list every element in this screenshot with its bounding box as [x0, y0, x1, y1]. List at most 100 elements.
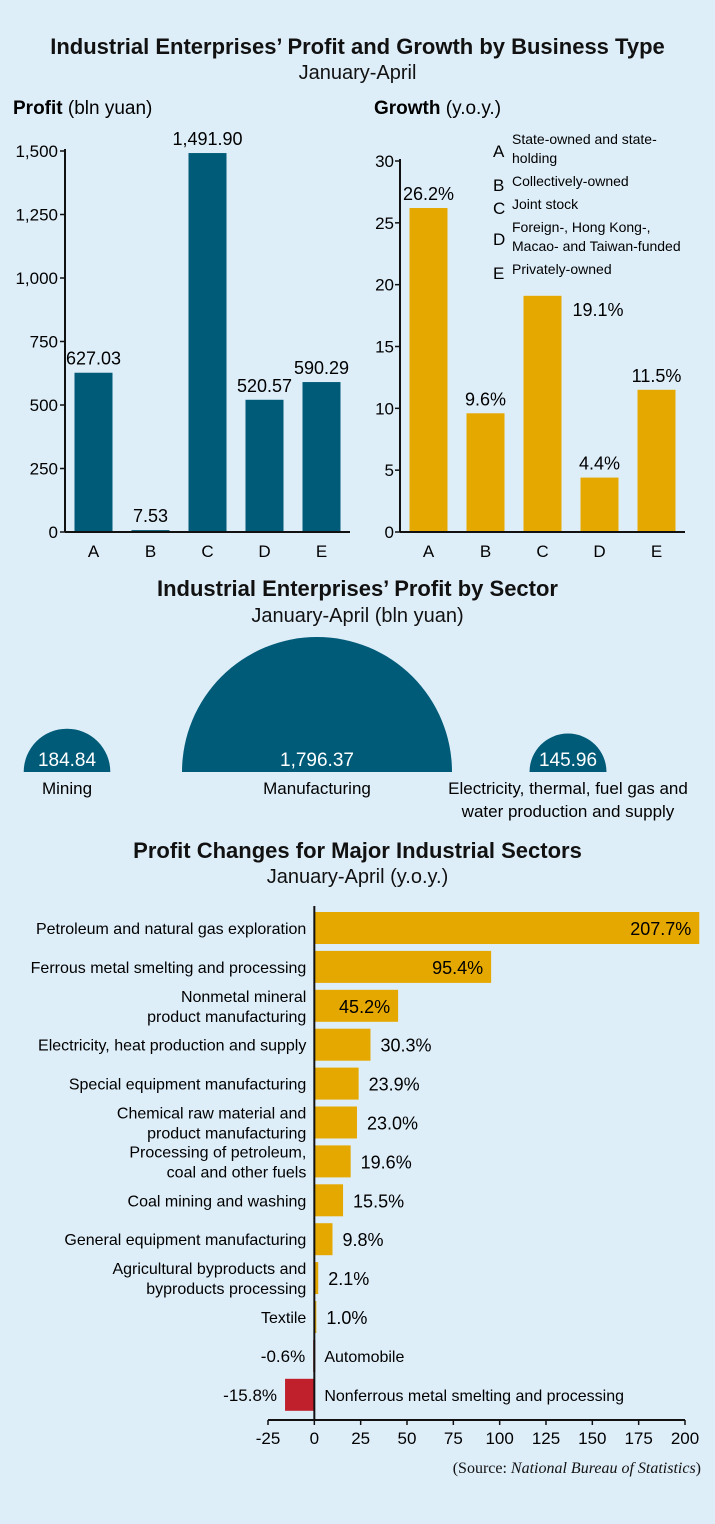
legend-entry-b: Collectively-owned: [512, 173, 629, 189]
x-tick-label: 75: [444, 1429, 463, 1448]
data-label: 1,491.90: [172, 129, 242, 149]
changes-subtitle: January-April (y.o.y.): [266, 866, 449, 888]
legend-key-c: C: [493, 199, 505, 218]
y-tick-label: 25: [375, 214, 394, 233]
data-label: 7.53: [133, 506, 168, 526]
change-bar: [314, 1223, 333, 1256]
bar-e: [637, 389, 676, 532]
x-tick-label: D: [258, 542, 270, 561]
legend-entry-a: State-owned and state-: [512, 131, 657, 147]
bar-c: [523, 295, 562, 532]
y-axis-label-unit: (y.o.y.): [441, 98, 502, 119]
sector-value-label: 184.84: [38, 750, 97, 771]
x-tick-label: D: [593, 542, 605, 561]
bar-c: [188, 153, 227, 532]
data-label: 627.03: [66, 349, 121, 369]
x-tick-label: 125: [532, 1429, 560, 1448]
change-bar: [314, 1028, 371, 1061]
sector-semicircle-2: [182, 637, 452, 772]
legend-entry-c: Joint stock: [512, 196, 579, 212]
profit-chart: Profit (bln yuan) 0 250 500 750 1,000 1,250 1,5…: [13, 98, 350, 561]
x-tick-label: B: [145, 542, 156, 561]
change-data-label: 23.9%: [369, 1075, 420, 1095]
change-bar: [314, 1106, 357, 1139]
change-bar: [314, 950, 492, 983]
legend-key-a: A: [493, 142, 505, 161]
bar-a: [409, 207, 448, 532]
x-tick-label: 200: [671, 1429, 699, 1448]
data-label: 520.57: [237, 376, 292, 396]
x-tick-label: 0: [310, 1429, 319, 1448]
legend-entry-d: Foreign-, Hong Kong-,: [512, 219, 651, 235]
change-bar: [285, 1378, 315, 1411]
change-bar: [314, 1184, 344, 1217]
change-category-label: Agricultural byproducts and: [112, 1261, 306, 1278]
change-data-label: 19.6%: [361, 1152, 412, 1172]
sector-semicircle-1: [23, 728, 111, 772]
legend-entry-d: Macao- and Taiwan-funded: [512, 238, 681, 254]
x-tick-label: 150: [578, 1429, 606, 1448]
change-category-label: byproducts processing: [146, 1281, 306, 1298]
change-category-label: General equipment manufacturing: [64, 1232, 306, 1249]
change-bar: [314, 1145, 351, 1178]
bar-d: [580, 477, 619, 532]
x-tick-label: 100: [485, 1429, 513, 1448]
change-category-label: product manufacturing: [147, 1126, 306, 1143]
legend-key-e: E: [493, 264, 504, 283]
x-tick-label: 25: [351, 1429, 370, 1448]
change-bar: [314, 989, 399, 1022]
y-axis-label-bold: Profit: [13, 98, 63, 119]
x-tick-label: -25: [256, 1429, 281, 1448]
y-tick-label: 500: [30, 396, 58, 415]
sector-category-label: Mining: [42, 779, 92, 798]
change-category-label: Processing of petroleum,: [129, 1144, 306, 1161]
change-category-label: Coal mining and washing: [128, 1193, 307, 1210]
y-tick-label: 10: [375, 399, 394, 418]
legend-entry-e: Privately-owned: [512, 261, 612, 277]
y-axis-label: Growth (y.o.y.): [374, 98, 501, 119]
change-category-label: Chemical raw material and: [117, 1106, 306, 1123]
changes-title: Profit Changes for Major Industrial Sect…: [133, 838, 582, 863]
x-tick-label: B: [480, 542, 491, 561]
growth-chart: Growth (y.o.y.) 0 5 10 15 20 25 30 26.2% A 9.6% B 19…: [374, 98, 685, 561]
bar-b: [466, 413, 505, 532]
change-category-label: Automobile: [324, 1349, 404, 1366]
y-axis-label-unit: (bln yuan): [63, 98, 153, 119]
sector-value-label: 145.96: [539, 750, 597, 771]
data-label: 19.1%: [573, 300, 624, 320]
sector-chart: 184.84 Mining 1,796.37 Manufacturing 145.96 E…: [23, 637, 688, 821]
data-label: 9.6%: [465, 389, 506, 409]
change-data-label: 207.7%: [630, 919, 691, 939]
x-tick-label: C: [536, 542, 548, 561]
x-tick-label: E: [316, 542, 327, 561]
sector-semicircle-3: [529, 733, 607, 772]
change-data-label: -15.8%: [223, 1386, 277, 1405]
source-note: (Source: National Bureau of Statistics): [452, 1460, 701, 1477]
y-tick-label: 0: [49, 523, 58, 542]
y-tick-label: 15: [375, 338, 394, 357]
y-axis-label-bold: Growth: [374, 98, 441, 119]
changes-chart: 207.7% Petroleum and natural gas explorat…: [31, 906, 700, 1448]
y-tick-label: 0: [385, 523, 394, 542]
x-tick-label: E: [651, 542, 662, 561]
change-category-label: Ferrous metal smelting and processing: [31, 960, 307, 977]
data-label: 26.2%: [403, 184, 454, 204]
change-bar: [314, 1262, 319, 1295]
change-category-label: Electricity, heat production and supply: [38, 1038, 306, 1055]
bar-d: [245, 399, 284, 532]
change-category-label: Textile: [261, 1310, 306, 1327]
change-bar: [314, 1067, 359, 1100]
change-data-label: 95.4%: [432, 958, 483, 978]
change-data-label: 9.8%: [342, 1230, 383, 1250]
source-name: National Bureau of Statistics: [510, 1460, 696, 1477]
main-subtitle: January-April: [298, 62, 417, 84]
change-data-label: -0.6%: [261, 1347, 305, 1366]
y-tick-label: 750: [30, 333, 58, 352]
legend-key-b: B: [493, 176, 504, 195]
change-category-label: Nonferrous metal smelting and processing: [324, 1388, 624, 1405]
legend-key-d: D: [493, 230, 505, 249]
x-tick-label: A: [88, 542, 100, 561]
data-label: 11.5%: [632, 366, 682, 386]
data-label: 4.4%: [579, 454, 620, 474]
